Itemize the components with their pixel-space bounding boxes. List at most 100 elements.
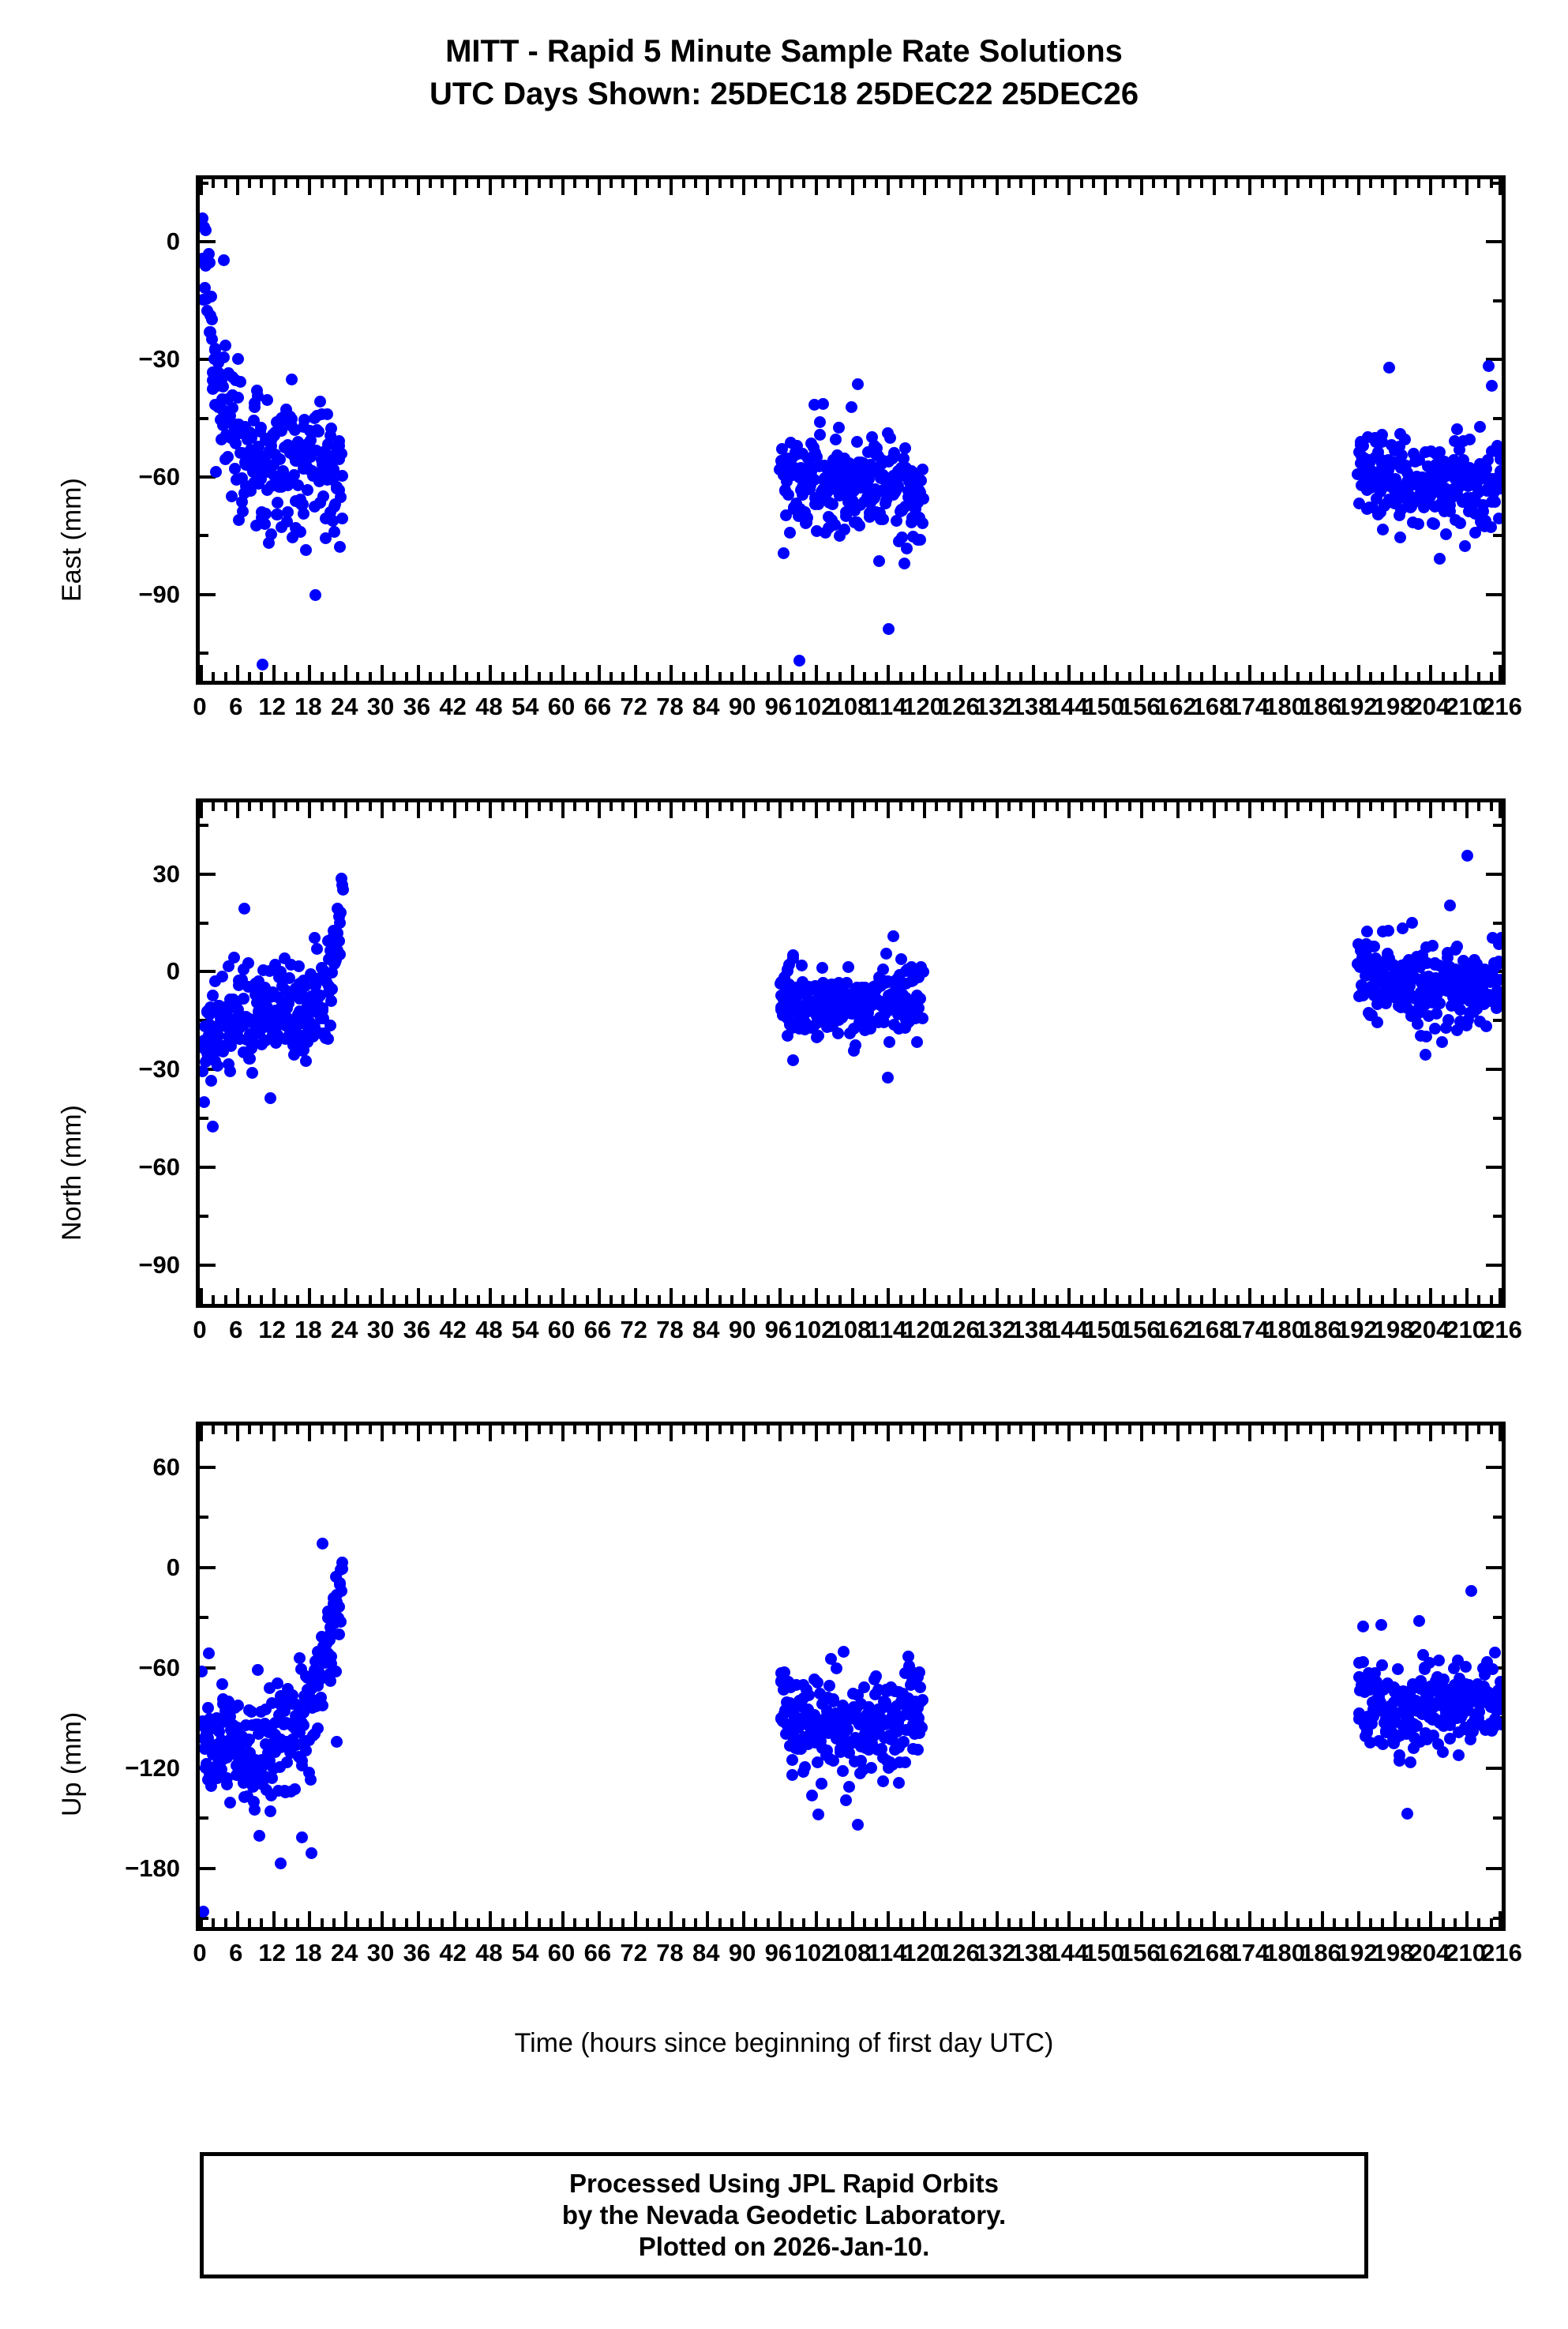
y-tick-left--90 [200, 1263, 216, 1267]
x-tick-top-130 [983, 1426, 987, 1434]
x-tick-label-up-5: 30 [366, 1939, 395, 1967]
x-tick-bottom-210 [1465, 1911, 1469, 1927]
x-tick-top-150 [1104, 802, 1108, 818]
data-point [1375, 428, 1388, 441]
x-tick-top-72 [633, 802, 637, 818]
x-tick-bottom-70 [621, 672, 625, 681]
x-tick-top-166 [1200, 802, 1204, 811]
data-point [1495, 1719, 1502, 1731]
data-point [286, 412, 298, 425]
x-tick-bottom-178 [1272, 1295, 1276, 1304]
x-tick-bottom-140 [1043, 672, 1047, 681]
axis-title-north: North (mm) [57, 1105, 87, 1241]
x-tick-top-212 [1477, 802, 1481, 811]
x-tick-top-90 [742, 179, 746, 195]
data-point [216, 381, 229, 393]
data-point [913, 993, 926, 1005]
data-point [1495, 453, 1502, 466]
data-point [225, 490, 238, 503]
x-tick-label-north-27: 162 [1155, 1316, 1197, 1343]
x-tick-bottom-144 [1067, 1911, 1071, 1927]
data-point [1489, 495, 1502, 508]
x-tick-top-188 [1333, 802, 1337, 811]
x-tick-bottom-140 [1043, 1295, 1047, 1304]
data-point [333, 434, 346, 447]
x-tick-bottom-94 [766, 1295, 770, 1304]
x-tick-bottom-150 [1104, 1911, 1108, 1927]
x-tick-top-52 [512, 1426, 516, 1434]
y-tick-label-north-4: −90 [138, 1250, 180, 1279]
x-tick-top-164 [1188, 179, 1192, 188]
x-tick-bottom-50 [501, 672, 505, 681]
x-tick-bottom-116 [898, 1295, 902, 1304]
x-tick-bottom-194 [1369, 1295, 1373, 1304]
x-tick-top-36 [416, 802, 420, 818]
x-tick-top-22 [332, 179, 336, 188]
data-point [202, 1701, 215, 1714]
data-point [1473, 421, 1486, 434]
x-tick-bottom-106 [838, 1918, 842, 1927]
data-point [1488, 1647, 1501, 1659]
x-tick-label-up-6: 36 [403, 1939, 431, 1967]
x-tick-top-2 [212, 179, 216, 188]
y-tick-label-up-0: 60 [152, 1452, 180, 1481]
x-tick-label-up-20: 120 [902, 1939, 943, 1967]
data-point [865, 1761, 877, 1774]
data-point [305, 434, 317, 446]
data-point [802, 1689, 815, 1701]
x-tick-top-180 [1285, 179, 1289, 195]
x-tick-top-92 [754, 179, 758, 188]
x-tick-bottom-66 [597, 1288, 601, 1304]
x-tick-top-194 [1369, 1426, 1373, 1434]
x-tick-bottom-100 [802, 1295, 806, 1304]
data-point [915, 1722, 928, 1734]
x-tick-top-140 [1043, 1426, 1047, 1434]
x-tick-bottom-156 [1139, 665, 1143, 681]
data-point [335, 872, 347, 885]
x-tick-top-178 [1272, 1426, 1276, 1434]
y-tick-right--105 [1493, 652, 1502, 656]
x-tick-bottom-204 [1429, 1911, 1433, 1927]
x-tick-label-up-16: 96 [764, 1939, 793, 1967]
data-point [242, 1052, 255, 1065]
x-tick-top-44 [464, 179, 468, 188]
x-tick-bottom-48 [489, 1288, 493, 1304]
x-tick-bottom-206 [1441, 1295, 1445, 1304]
x-tick-bottom-168 [1212, 1288, 1216, 1304]
x-tick-top-24 [344, 179, 348, 195]
x-tick-top-184 [1308, 179, 1312, 188]
data-point [1494, 1675, 1502, 1688]
x-tick-bottom-22 [332, 1918, 336, 1927]
data-point [1419, 1049, 1431, 1061]
data-point [264, 528, 277, 541]
x-tick-bottom-124 [947, 1918, 951, 1927]
x-tick-bottom-170 [1224, 672, 1228, 681]
x-tick-top-68 [610, 1426, 613, 1434]
x-tick-bottom-18 [308, 665, 312, 681]
x-tick-top-150 [1104, 179, 1108, 195]
x-tick-top-140 [1043, 179, 1047, 188]
y-tick-label-east-1: −30 [138, 345, 180, 374]
x-tick-bottom-176 [1260, 672, 1264, 681]
x-tick-bottom-164 [1188, 672, 1192, 681]
x-tick-top-30 [381, 802, 384, 818]
x-tick-top-170 [1224, 179, 1228, 188]
x-tick-top-78 [670, 802, 673, 818]
x-tick-top-176 [1260, 179, 1264, 188]
x-tick-bottom-108 [850, 1288, 854, 1304]
data-point [205, 291, 218, 302]
data-point [297, 507, 309, 520]
axis-title-up: Up (mm) [57, 1711, 87, 1816]
x-tick-top-100 [802, 1426, 806, 1434]
data-point [911, 1743, 924, 1756]
x-tick-bottom-152 [1116, 1918, 1120, 1927]
x-tick-top-186 [1320, 802, 1324, 818]
y-tick-left-15 [200, 921, 208, 925]
x-tick-bottom-174 [1248, 1288, 1252, 1304]
x-tick-top-64 [585, 802, 589, 811]
x-tick-top-114 [887, 179, 891, 195]
x-tick-bottom-158 [1152, 1295, 1156, 1304]
x-tick-top-128 [971, 802, 975, 811]
x-tick-top-200 [1405, 179, 1409, 188]
x-tick-bottom-120 [923, 1911, 927, 1927]
